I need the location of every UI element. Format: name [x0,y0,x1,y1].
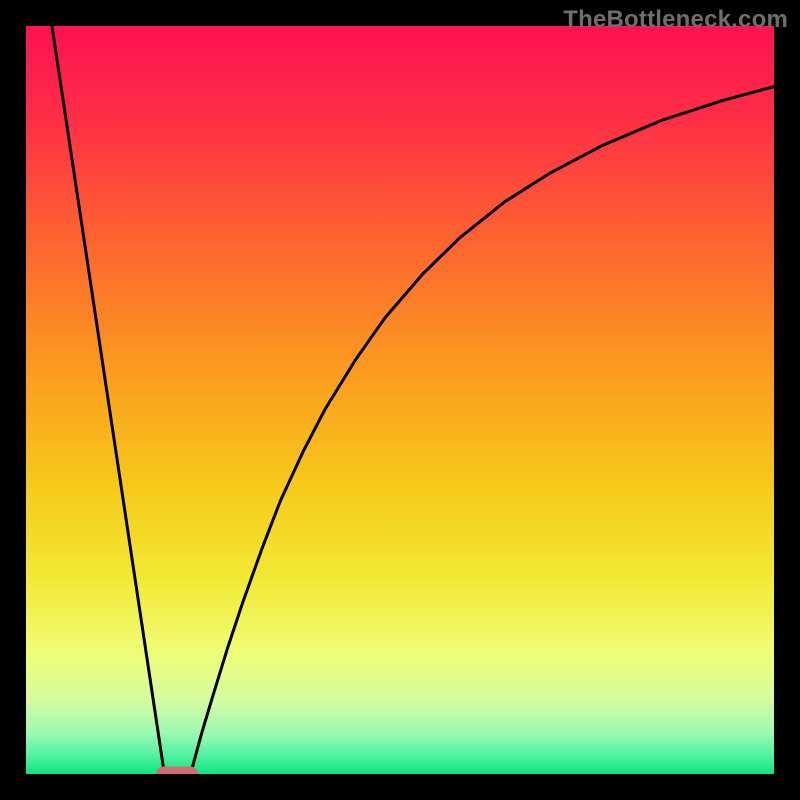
bottleneck-chart: TheBottleneck.com [0,0,800,800]
chart-svg [0,0,800,800]
watermark: TheBottleneck.com [563,6,788,34]
